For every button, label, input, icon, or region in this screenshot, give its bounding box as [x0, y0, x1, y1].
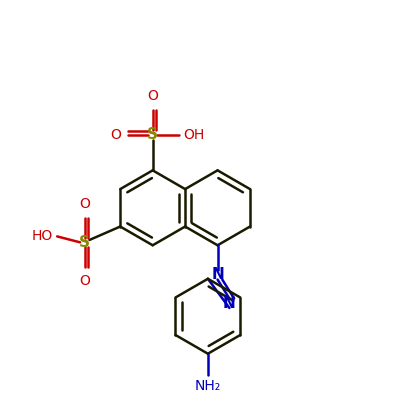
Text: S: S: [147, 127, 158, 142]
Text: N: N: [211, 267, 224, 282]
Text: OH: OH: [183, 128, 204, 142]
Text: O: O: [79, 274, 90, 288]
Text: HO: HO: [32, 230, 53, 244]
Text: S: S: [79, 235, 90, 250]
Text: NH₂: NH₂: [195, 379, 221, 393]
Text: N: N: [223, 296, 236, 311]
Text: O: O: [110, 128, 121, 142]
Text: O: O: [147, 89, 158, 103]
Text: O: O: [79, 197, 90, 211]
